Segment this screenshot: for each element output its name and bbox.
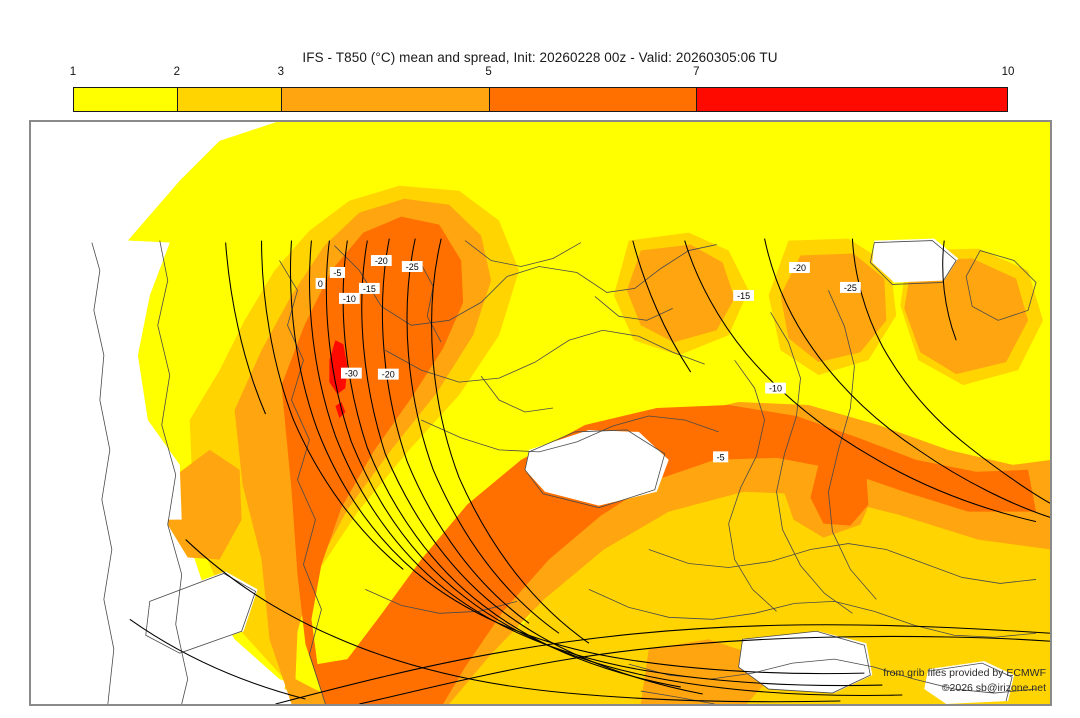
contour-label--15: -15	[737, 291, 750, 301]
contour-label-bg	[329, 267, 345, 278]
colorbar-tick-7: 7	[693, 66, 700, 78]
contour-label--30: -30	[345, 369, 358, 379]
contour-label-bg	[315, 277, 326, 289]
contour-label--25: -25	[406, 262, 419, 272]
colorbar-band-1	[74, 88, 179, 111]
contour-label-bg	[713, 451, 729, 463]
colorbar-bands	[73, 87, 1008, 112]
contour-label--10: -10	[769, 384, 782, 394]
colorbar-tick-2: 2	[173, 66, 181, 78]
contour-label--15: -15	[363, 284, 376, 294]
colorbar-tick-3: 3	[277, 66, 284, 78]
contour-label-bg	[338, 292, 360, 304]
map-panel[interactable]: -20-250-5-10-15-20-30-15-20-25-10-550	[29, 120, 1052, 706]
contour-label-bg	[401, 261, 423, 272]
contour-label-bg	[840, 281, 861, 293]
no-data-areas	[30, 238, 1015, 705]
colorbar-tick-1: 1	[69, 66, 77, 78]
contour-label-bg	[340, 367, 362, 379]
colorbar-band-4	[489, 88, 698, 111]
contour-label--20: -20	[793, 263, 806, 273]
contour-label-bg	[377, 368, 399, 380]
contour-label-bg	[370, 255, 392, 267]
page-title: IFS - T850 (°C) mean and spread, Init: 2…	[302, 50, 778, 65]
contour-label--25: -25	[844, 283, 857, 293]
contour-label--20: -20	[375, 256, 388, 266]
isotherm-contours	[129, 238, 1051, 705]
contour-label-group: -20-250-5-10-15-20-30-15-20-25-10-550	[315, 255, 861, 463]
colorbar-tick-5: 5	[485, 66, 492, 78]
contour-label--10: -10	[343, 294, 356, 304]
contour-label-bg	[789, 262, 810, 273]
colorbar-band-2	[178, 88, 283, 111]
contour-label-0: 0	[318, 279, 323, 289]
contour-label--5: -5	[717, 452, 725, 462]
contour-label-bg	[358, 282, 380, 294]
contour-label--20: -20	[382, 370, 395, 380]
colorbar-tick-10: 10	[1001, 66, 1015, 78]
coastlines	[91, 240, 1037, 705]
contour-label-bg	[765, 382, 786, 394]
map-canvas[interactable]: -20-250-5-10-15-20-30-15-20-25-10-550	[30, 121, 1051, 705]
contour-label--5: -5	[333, 268, 341, 278]
colorbar: 1 2 3 5 7 10	[70, 66, 1014, 112]
map-border	[30, 121, 1051, 705]
colorbar-band-5	[697, 88, 1007, 111]
contour-label-bg	[733, 289, 754, 301]
colorbar-band-3	[282, 88, 490, 111]
